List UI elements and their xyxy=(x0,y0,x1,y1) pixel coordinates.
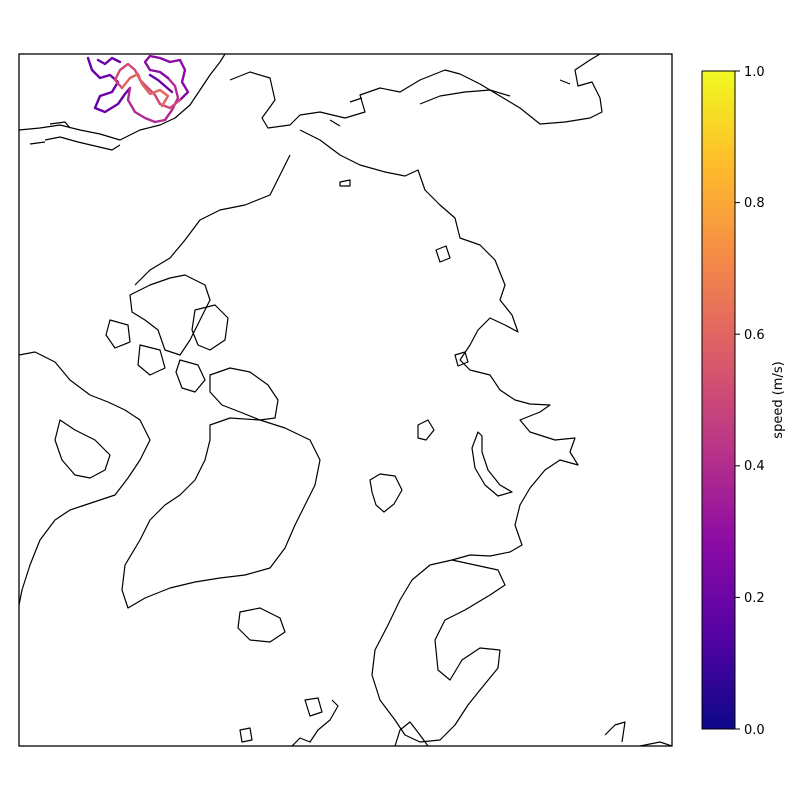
coastlines xyxy=(19,54,672,746)
coastline-beaufort xyxy=(134,154,291,286)
coastline-iceland xyxy=(237,607,286,643)
coastline-novaya-zemlya xyxy=(471,431,513,497)
drifter-track xyxy=(86,54,190,124)
coastline-europe-south xyxy=(291,699,429,746)
coastline-franz-josef xyxy=(417,419,435,441)
colorbar-tick-label: 1.0 xyxy=(744,65,765,80)
colorbar-tick-label: 0.8 xyxy=(744,196,765,211)
coastline-northwest xyxy=(19,54,226,141)
coastline-baffin xyxy=(209,367,279,421)
track-segment xyxy=(120,72,170,108)
colorbar-gradient xyxy=(702,71,735,729)
colorbar-tick-label: 0.4 xyxy=(744,459,765,474)
coastline-northwest-islands xyxy=(29,121,121,151)
track-segment xyxy=(86,56,132,114)
colorbar-label: speed (m/s) xyxy=(771,361,786,438)
map-frame xyxy=(18,53,673,747)
coastline-siberia xyxy=(229,54,603,129)
colorbar-ticks xyxy=(735,70,740,730)
track-segment xyxy=(96,56,174,94)
colorbar-tick-label: 0.6 xyxy=(744,328,765,343)
colorbar-tick-label: 0.2 xyxy=(744,591,765,606)
coastline-scandinavia xyxy=(371,559,506,743)
coastline-greenland xyxy=(121,417,321,609)
track-segment xyxy=(126,76,180,124)
track-segment xyxy=(143,54,190,102)
colorbar-frame xyxy=(701,70,736,730)
coastline-canada xyxy=(19,351,151,606)
coastline-small-islands xyxy=(239,179,672,746)
coastline-archipelago xyxy=(105,304,229,393)
coastline-eurasia xyxy=(299,129,579,561)
coastline-svalbard xyxy=(369,473,403,513)
coastline-siberia-inner xyxy=(329,79,571,127)
coastline-hudson-bay xyxy=(54,419,111,479)
colorbar-tick-label: 0.0 xyxy=(744,723,765,738)
colorbar: 0.0 0.2 0.4 0.6 0.8 1.0 speed (m/s) xyxy=(701,65,786,738)
coastline-ellesmere xyxy=(129,274,211,356)
map-axes xyxy=(18,53,673,747)
